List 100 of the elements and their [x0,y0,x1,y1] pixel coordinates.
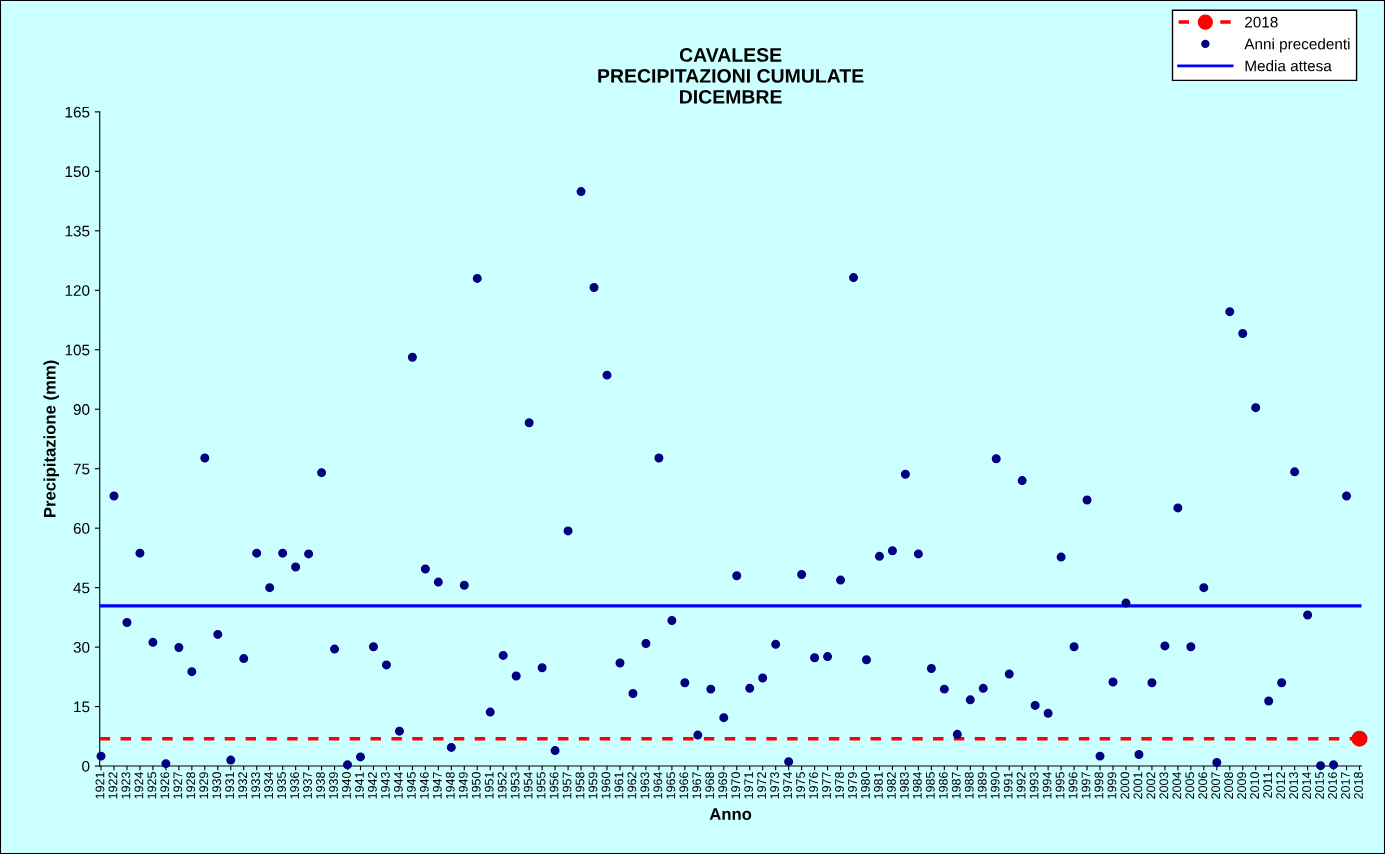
x-tick-label: 1972 [757,772,767,799]
x-tick-label: 1969 [718,772,728,799]
x-tick-label: 1930 [212,772,222,799]
x-tick-label: 1976 [809,772,818,799]
legend-label: Anni precedenti [1244,38,1350,53]
x-tick-label: 1936 [290,772,299,799]
x-tick-label: 1939 [329,772,338,799]
x-tick-label: 1955 [536,772,546,799]
x-tick-label: 2002 [1146,772,1156,799]
x-tick-label: 1962 [627,772,637,799]
x-tick-label: 2018 [1354,772,1363,799]
x-tick-label: 1938 [316,772,325,799]
x-tick-label: 1967 [692,772,702,799]
y-tick-label: 0 [82,760,90,772]
x-tick-label: 1943 [380,772,390,799]
x-tick-label: 1970 [731,772,741,799]
x-tick-label: 1984 [912,771,922,799]
legend-label: Media attesa [1245,60,1332,72]
x-tick-label: 2005 [1185,772,1195,799]
y-tick-label: 165 [65,106,90,118]
x-tick-label: 2015 [1315,772,1324,799]
x-tick-label: 1934 [264,771,274,799]
x-tick-label: 2010 [1250,772,1260,799]
x-tick-label: 1932 [238,772,248,799]
x-tick-label: 1989 [977,772,987,799]
x-tick-label: 2013 [1289,772,1298,799]
x-tick-label: 1947 [432,772,442,799]
x-tick-label: 1979 [848,772,857,799]
x-tick-label: 1927 [173,772,183,799]
x-tick-label: 1921 [95,772,105,799]
x-tick-label: 1953 [510,772,520,799]
x-tick-label: 1961 [614,772,624,799]
x-tick-label: 1940 [342,772,351,799]
x-tick-label: 1995 [1055,772,1065,799]
y-tick-label: 150 [65,166,90,178]
x-tick-label: 1949 [458,772,468,799]
y-tick-label: 60 [73,523,90,534]
x-tick-label: 2007 [1211,772,1221,799]
x-tick-label: 1924 [134,771,144,799]
x-tick-label: 1922 [108,772,118,799]
x-tick-label: 1978 [835,772,844,799]
x-tick-label: 1977 [822,772,831,799]
x-tick-label: 1998 [1094,772,1104,799]
x-tick-label: 1965 [666,772,676,799]
x-tick-label: 1948 [445,772,455,799]
x-tick-label: 1964 [653,771,663,799]
x-tick-label: 1929 [199,772,209,799]
x-tick-label: 1992 [1016,772,1026,799]
x-tick-label: 1941 [355,772,364,799]
x-tick-label: 1960 [601,772,611,799]
x-tick-label: 1959 [588,772,598,799]
x-tick-label: 1931 [225,772,235,799]
x-tick-label: 2008 [1224,772,1234,799]
x-tick-label: 1968 [705,772,715,799]
x-tick-label: 1987 [951,772,961,799]
x-tick-label: 1942 [367,772,377,799]
x-tick-label: 1975 [796,772,805,799]
x-tick-label: 1958 [575,772,585,799]
x-tick-label: 1925 [147,772,157,799]
x-tick-label: 1991 [1003,772,1013,799]
x-tick-label: 2016 [1328,772,1337,799]
chart-title: CAVALESE PRECIPITAZIONI CUMULATE DICEMBRE [598,48,864,104]
x-tick-label: 2011 [1263,772,1273,798]
x-tick-label: 1980 [861,772,870,799]
x-tick-label: 1997 [1081,772,1091,799]
x-tick-label: 1923 [121,772,131,799]
x-tick-label: 1950 [471,772,481,799]
x-tick-label: 1946 [419,772,429,799]
x-tick-label: 1966 [679,772,689,799]
y-axis-title: Precipitazione (mm) [43,360,59,518]
x-tick-label: 1956 [549,772,559,799]
x-tick-label: 1988 [964,772,974,799]
y-tick-label: 105 [65,344,90,356]
x-tick-label: 2012 [1276,772,1286,799]
y-tick-label: 90 [73,404,90,415]
x-tick-label: 1945 [406,772,416,799]
x-tick-label: 1973 [770,772,780,799]
x-tick-label: 1982 [886,772,896,799]
x-tick-label: 1994 [1042,771,1052,799]
x-tick-label: 1951 [484,772,494,799]
x-tick-label: 1928 [186,772,196,799]
y-tick-label: 30 [73,641,90,653]
x-tick-label: 2014 [1302,771,1311,799]
x-tick-label: 2009 [1237,772,1247,799]
y-tick-label: 75 [73,463,90,475]
x-tick-label: 2003 [1159,772,1169,799]
y-tick-label: 15 [74,701,90,713]
x-tick-label: 1963 [640,772,650,799]
x-tick-label: 1933 [251,772,261,799]
x-tick-label: 2017 [1341,772,1350,799]
x-tick-label: 1999 [1107,772,1117,799]
x-tick-label: 1944 [393,771,403,799]
x-tick-label: 1935 [277,772,287,799]
x-tick-label: 1990 [990,772,1000,799]
x-tick-label: 1952 [497,772,507,799]
x-tick-label: 1937 [303,772,312,799]
x-tick-label: 1993 [1029,772,1039,799]
x-tick-label: 1986 [938,772,948,799]
x-tick-label: 2004 [1172,771,1182,799]
x-tick-label: 2000 [1120,772,1130,799]
